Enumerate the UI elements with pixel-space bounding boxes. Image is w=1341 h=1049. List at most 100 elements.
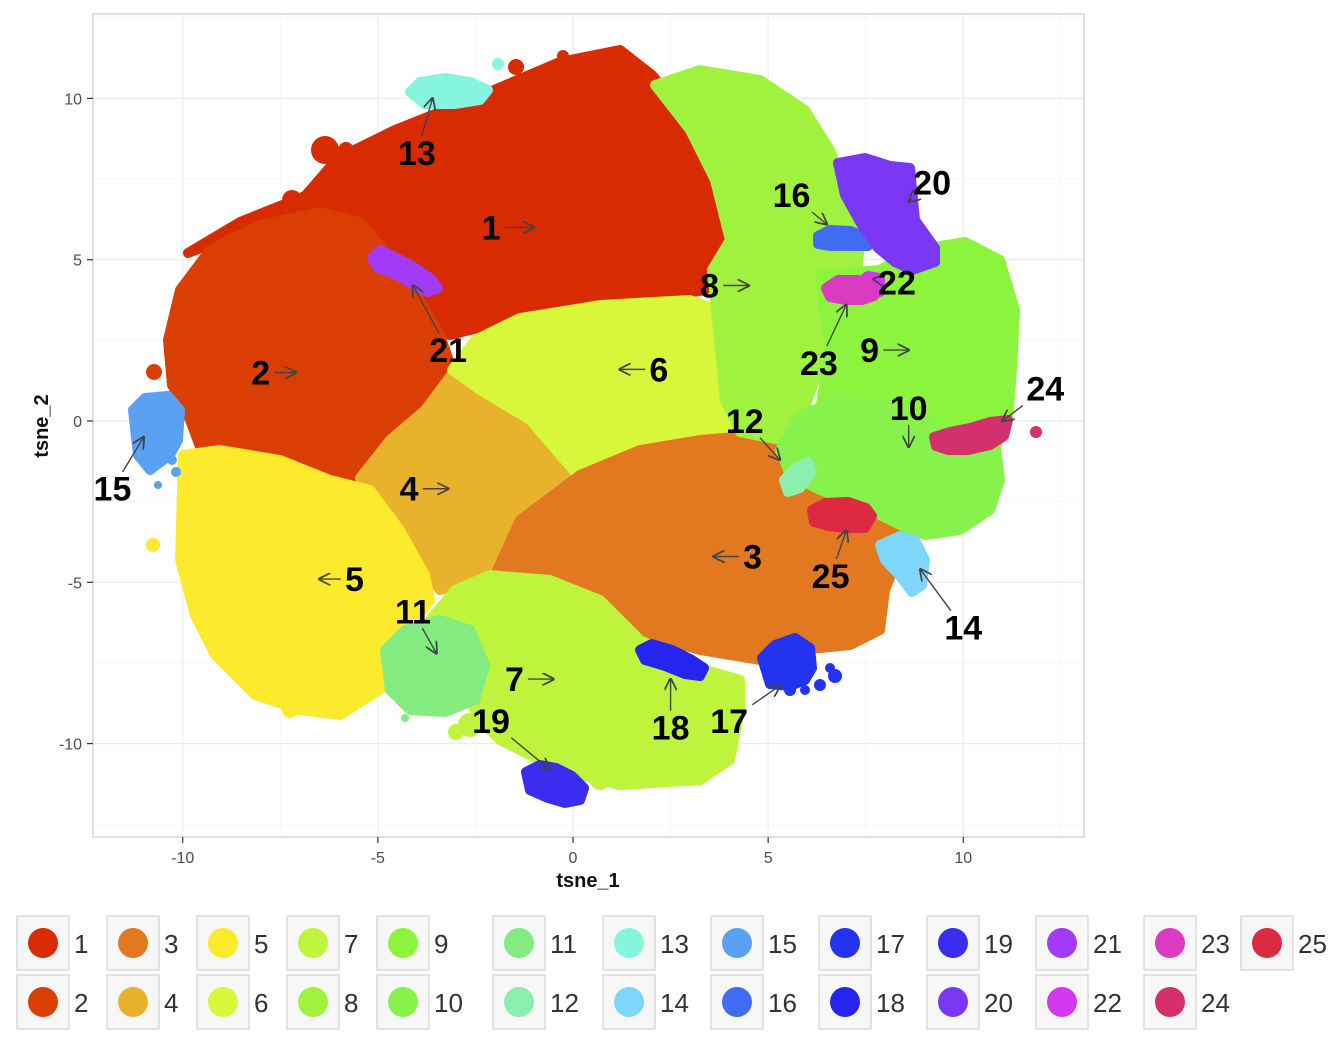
cluster-2-label: 2 (251, 355, 270, 393)
legend-swatch (1155, 987, 1185, 1017)
cluster-labels: 1234567891011121314151617181920212223242… (94, 135, 1065, 747)
cluster-18-region (635, 639, 709, 681)
legend-item-16: 16 (710, 974, 797, 1030)
legend-swatch (938, 987, 968, 1017)
cluster-17-point (825, 663, 835, 673)
legend-label: 8 (344, 988, 358, 1018)
cluster-7-region (425, 570, 745, 790)
legend-swatch (208, 928, 238, 958)
cluster-2-point (223, 233, 241, 251)
legend-label: 2 (74, 988, 88, 1018)
legend-swatch (1047, 987, 1077, 1017)
cluster-3-label: 3 (743, 538, 762, 576)
legend-label: 24 (1201, 988, 1230, 1018)
legend-swatch (830, 928, 860, 958)
cluster-1-point (338, 142, 354, 158)
legend-item-3: 3 (106, 915, 178, 971)
legend-label: 23 (1201, 929, 1230, 959)
cluster-2-point (203, 252, 223, 272)
legend-swatch (504, 987, 534, 1017)
legend-label: 6 (254, 988, 268, 1018)
cluster-4-label: 4 (400, 471, 419, 509)
legend-label: 16 (768, 988, 797, 1018)
cluster-5-point (146, 538, 160, 552)
legend-item-10: 10 (376, 974, 463, 1030)
cluster-20-points (833, 153, 940, 275)
cluster-15-point (171, 467, 181, 477)
x-tick-label: 0 (569, 850, 578, 867)
legend-key-box (602, 974, 656, 1030)
cluster-18-label: 18 (652, 709, 690, 747)
cluster-21-label: 21 (429, 332, 467, 370)
legend-key-box (710, 974, 764, 1030)
legend-item-15: 15 (710, 915, 797, 971)
cluster-10-point (970, 490, 990, 510)
cluster-24-region (929, 415, 1013, 455)
cluster-16-label: 16 (773, 177, 811, 215)
x-tick-label: -5 (371, 850, 385, 867)
cluster-7-point (458, 713, 482, 737)
legend-swatch (388, 987, 418, 1017)
cluster-16-points (813, 225, 875, 251)
cluster-7-point (590, 770, 610, 790)
cluster-14-points (875, 531, 930, 597)
x-axis-title: tsne_1 (556, 870, 619, 892)
cluster-15-points (128, 391, 185, 489)
legend-swatch (1047, 928, 1077, 958)
y-tick-label: 5 (73, 253, 82, 270)
legend-label: 5 (254, 929, 268, 959)
cluster-11-points (380, 615, 490, 722)
cluster-18-points (635, 639, 709, 681)
legend-swatch (208, 987, 238, 1017)
legend-label: 7 (344, 929, 358, 959)
cluster-15-point (154, 481, 162, 489)
cluster-10-label: 10 (890, 390, 928, 428)
legend-label: 1 (74, 929, 88, 959)
legend-item-18: 18 (818, 974, 905, 1030)
cluster-12-region (779, 457, 817, 497)
y-tick-label: 0 (73, 414, 82, 431)
cluster-12-arrow (759, 437, 780, 460)
legend-label: 21 (1093, 929, 1122, 959)
legend-item-1: 1 (16, 915, 88, 971)
cluster-20-region (833, 153, 940, 275)
legend-item-13: 13 (602, 915, 689, 971)
cluster-21-arrow (413, 286, 440, 334)
legend-label: 15 (768, 929, 797, 959)
legend-swatch (1252, 928, 1282, 958)
cluster-points (128, 45, 1042, 808)
legend-label: 25 (1298, 929, 1327, 959)
y-tick-label: 10 (64, 91, 82, 108)
y-axis-ticks: 10 5 0 -5 -10 (59, 91, 93, 754)
cluster-17-point (800, 685, 810, 695)
x-axis-ticks: -10 -5 0 5 10 (171, 837, 972, 867)
x-tick-label: 10 (954, 850, 972, 867)
legend-item-23: 23 (1143, 915, 1230, 971)
cluster-7-point (448, 724, 464, 740)
cluster-20-arrow (909, 199, 912, 202)
cluster-20-label: 20 (913, 164, 951, 202)
cluster-5-point (199, 614, 211, 626)
cluster-8-point (812, 172, 828, 188)
cluster-21-region (367, 245, 443, 297)
legend-key-box (926, 974, 980, 1030)
legend-item-21: 21 (1035, 915, 1122, 971)
legend-label: 18 (876, 988, 905, 1018)
cluster-16-region (813, 225, 875, 251)
cluster-1-point (557, 50, 569, 62)
cluster-6-label: 6 (649, 351, 668, 389)
cluster-23-arrow (826, 305, 846, 347)
cluster-1-point (508, 59, 524, 75)
label-arrows (122, 98, 1024, 769)
legend-swatch (118, 987, 148, 1017)
legend-label: 19 (984, 929, 1013, 959)
cluster-8-points (650, 65, 865, 445)
cluster-25-label: 25 (812, 558, 850, 596)
plot-panel-border (92, 13, 1085, 838)
cluster-12-points (779, 457, 817, 497)
legend-swatch (118, 928, 148, 958)
legend-label: 12 (550, 988, 579, 1018)
cluster-5-label: 5 (345, 561, 364, 599)
cluster-15-arrow (122, 437, 144, 473)
cluster-15-point (167, 455, 177, 465)
